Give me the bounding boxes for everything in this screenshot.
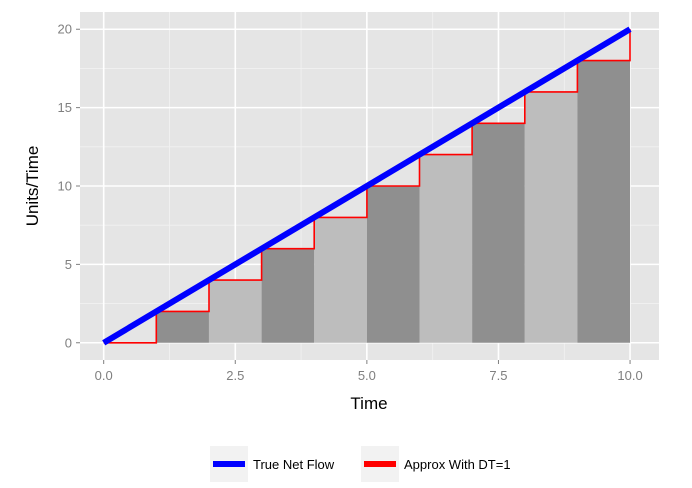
true-net-flow-line [102,26,632,346]
area-block [577,60,631,343]
series-lines [102,26,632,346]
y-axis-title: Units/Time [23,146,42,227]
y-tick-label: 10 [58,179,72,194]
x-tick-label: 0.0 [95,368,113,383]
x-tick-label: 10.0 [617,368,642,383]
x-axis-title: Time [350,394,387,413]
area-blocks [156,60,631,343]
y-tick-label: 5 [65,257,72,272]
area-block [366,186,420,343]
y-tick-label: 20 [58,22,72,37]
area-block [314,217,367,343]
x-tick-label: 2.5 [226,368,244,383]
legend: True Net Flow Approx With DT=1 [210,446,511,482]
area-block [472,123,525,343]
area-block [261,248,315,343]
y-tick-label: 15 [58,100,72,115]
x-tick-label: 7.5 [489,368,507,383]
area-block [419,154,473,343]
axis-ticks: 0.0 2.5 5.0 7.5 10.0 0 5 10 15 20 [58,22,643,383]
legend-approx-dt1-label: Approx With DT=1 [404,457,511,472]
area-block [524,91,578,343]
y-tick-label: 0 [65,335,72,350]
area-block [156,311,209,343]
area-block [208,280,262,343]
x-tick-label: 5.0 [358,368,376,383]
legend-true-net-flow-label: True Net Flow [253,457,335,472]
